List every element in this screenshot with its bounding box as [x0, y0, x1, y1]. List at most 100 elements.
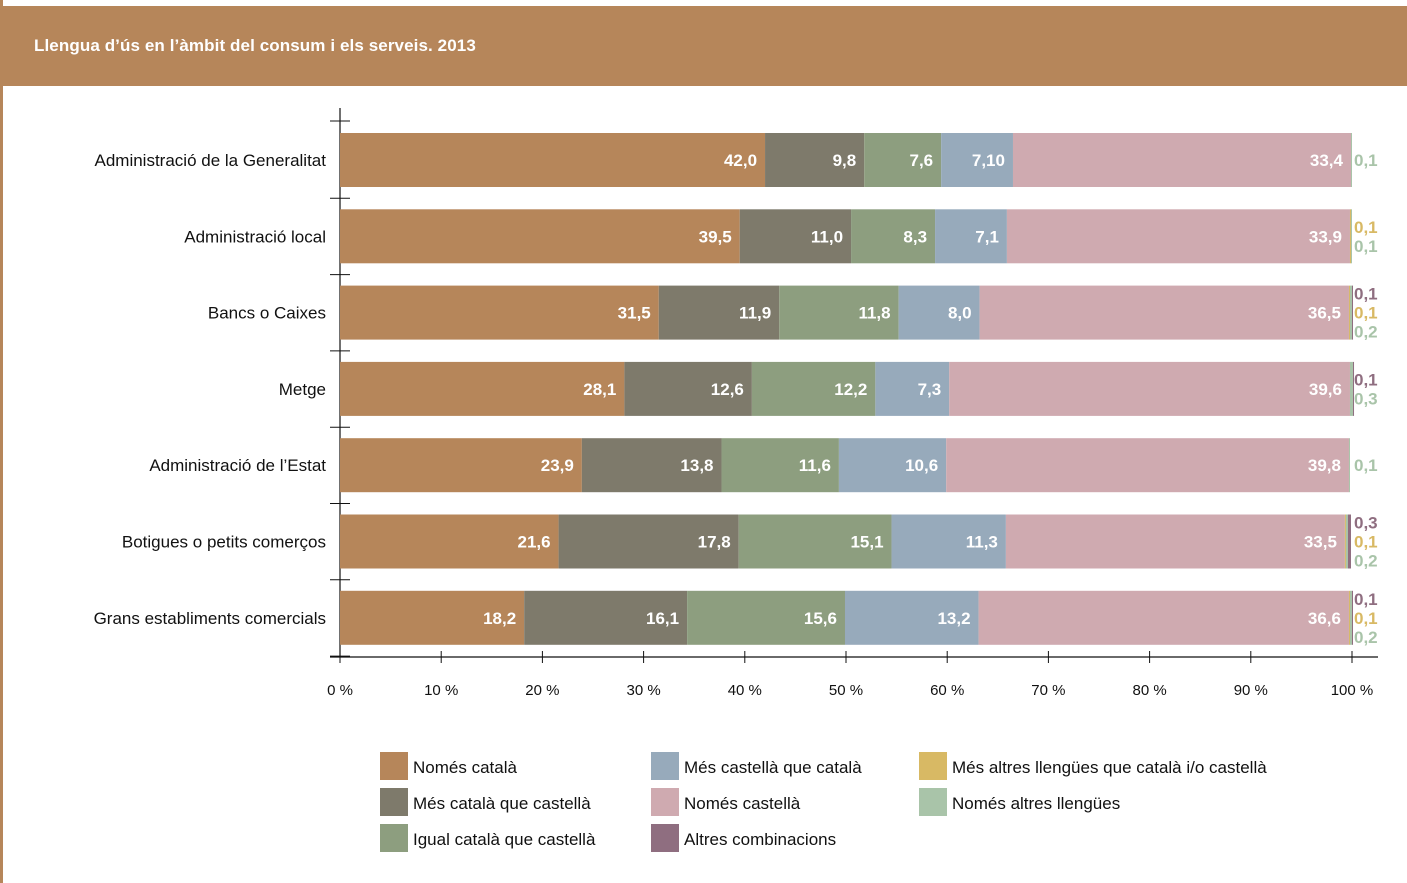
bar-segment-equal [864, 133, 942, 187]
side-data-label: 0,1 [1354, 304, 1378, 323]
bar-segment-more-spanish [898, 285, 980, 340]
side-data-label: 0,1 [1354, 370, 1378, 389]
side-data-label: 0,1 [1354, 590, 1378, 609]
x-tick-label: 80 % [1132, 682, 1166, 699]
bar-segment-more-catalan [765, 133, 865, 187]
side-data-label: 0,2 [1354, 552, 1378, 571]
side-data-label: 0,1 [1354, 609, 1378, 628]
bar-segment-only-other [1350, 209, 1352, 264]
data-label: 8,3 [903, 227, 927, 246]
x-tick-label: 10 % [424, 682, 458, 699]
bar-segment-only-spanish [1012, 133, 1351, 187]
legend-swatch [380, 788, 408, 816]
bar-segment-more-other [1349, 209, 1351, 264]
bar-segment-more-other [1348, 590, 1350, 645]
category-label: Administració local [184, 227, 326, 246]
data-label: 7,10 [972, 151, 1005, 170]
bar-segment-only-spanish [949, 361, 1350, 416]
bar-segment-other-comb [1353, 361, 1355, 416]
data-label: 42,0 [724, 151, 757, 170]
x-tick-label: 100 % [1331, 682, 1374, 699]
data-label: 16,1 [646, 609, 679, 628]
legend-swatch [380, 824, 408, 852]
legend-label: Només castellà [684, 794, 801, 813]
bar-segment-equal [687, 590, 845, 645]
chart-header: Llengua d’ús en l’àmbit del consum i els… [0, 6, 1407, 86]
data-label: 13,8 [680, 456, 713, 475]
x-tick-label: 30 % [626, 682, 660, 699]
side-data-label: 0,1 [1354, 218, 1378, 237]
bar-segment-more-catalan [739, 209, 852, 264]
legend-label: Igual català que castellà [413, 830, 596, 849]
side-data-label: 0,1 [1354, 237, 1378, 256]
bar-segment-only-catalan [340, 361, 625, 416]
chart-title: Llengua d’ús en l’àmbit del consum i els… [34, 36, 476, 55]
legend-swatch [651, 788, 679, 816]
category-label: Administració de l’Estat [149, 456, 326, 475]
data-label: 33,4 [1310, 151, 1344, 170]
bar-segment-more-catalan [658, 285, 780, 340]
bar-segment-only-spanish [946, 438, 1349, 493]
side-data-label: 0,1 [1354, 285, 1378, 304]
data-label: 31,5 [618, 304, 651, 323]
bar-segment-only-other [1349, 285, 1352, 340]
bar-segment-more-catalan [558, 514, 739, 569]
legend-swatch [651, 824, 679, 852]
data-label: 8,0 [948, 304, 972, 323]
bar-segment-more-spanish [935, 209, 1007, 264]
data-label: 11,9 [739, 304, 771, 323]
category-label: Botigues o petits comerços [122, 533, 326, 552]
bar-segment-more-catalan [524, 590, 688, 645]
data-label: 7,1 [975, 227, 999, 246]
data-label: 21,6 [517, 533, 550, 552]
data-label: 11,6 [799, 456, 831, 475]
bar-segment-only-other [1350, 133, 1352, 187]
x-tick-label: 90 % [1234, 682, 1268, 699]
bar-segment-only-catalan [340, 590, 525, 645]
data-label: 7,6 [909, 151, 933, 170]
bar-segment-only-other [1345, 514, 1348, 569]
data-label: 12,6 [711, 380, 744, 399]
bar-segment-only-other [1349, 361, 1354, 416]
bar-segment-only-other [1348, 438, 1350, 493]
bar-segment-more-catalan [581, 438, 722, 493]
data-label: 15,6 [804, 609, 837, 628]
data-label: 11,3 [966, 533, 998, 552]
x-tick-label: 60 % [930, 682, 964, 699]
bar-segment-more-spanish [875, 361, 950, 416]
bar-segment-only-catalan [340, 285, 659, 340]
bar-segment-only-spanish [1006, 209, 1350, 264]
category-label: Grans establiments comercials [94, 609, 326, 628]
bar-segment-other-comb [1347, 514, 1351, 569]
bar-segment-other-comb [1352, 590, 1354, 645]
bar-segment-only-catalan [340, 209, 740, 264]
data-label: 33,5 [1304, 533, 1337, 552]
bar-segment-only-spanish [979, 285, 1349, 340]
data-label: 36,5 [1308, 304, 1341, 323]
data-label: 39,5 [699, 227, 732, 246]
legend-label: Només altres llengües [952, 794, 1120, 813]
side-data-label: 0,1 [1354, 533, 1378, 552]
data-label: 28,1 [583, 380, 616, 399]
legend-swatch [651, 752, 679, 780]
side-data-label: 0,2 [1354, 323, 1378, 342]
bar-segment-only-catalan [340, 514, 559, 569]
legend-label: Més altres llengües que català i/o caste… [952, 758, 1267, 777]
bar-segment-equal [851, 209, 936, 264]
bar-segment-only-catalan [340, 438, 582, 493]
data-label: 7,3 [918, 380, 942, 399]
data-label: 36,6 [1308, 609, 1341, 628]
bar-segment-equal [738, 514, 892, 569]
data-label: 11,8 [858, 304, 890, 323]
x-tick-label: 20 % [525, 682, 559, 699]
data-label: 18,2 [483, 609, 516, 628]
legend-swatch [919, 752, 947, 780]
bar-segment-more-spanish [838, 438, 947, 493]
data-label: 39,6 [1309, 380, 1342, 399]
legend-label: Altres combinacions [684, 830, 836, 849]
bar-segment-other-comb [1352, 285, 1354, 340]
side-data-label: 0,3 [1354, 514, 1378, 533]
bar-segment-only-spanish [978, 590, 1349, 645]
data-label: 39,8 [1308, 456, 1341, 475]
bar-segment-more-other [1344, 514, 1346, 569]
